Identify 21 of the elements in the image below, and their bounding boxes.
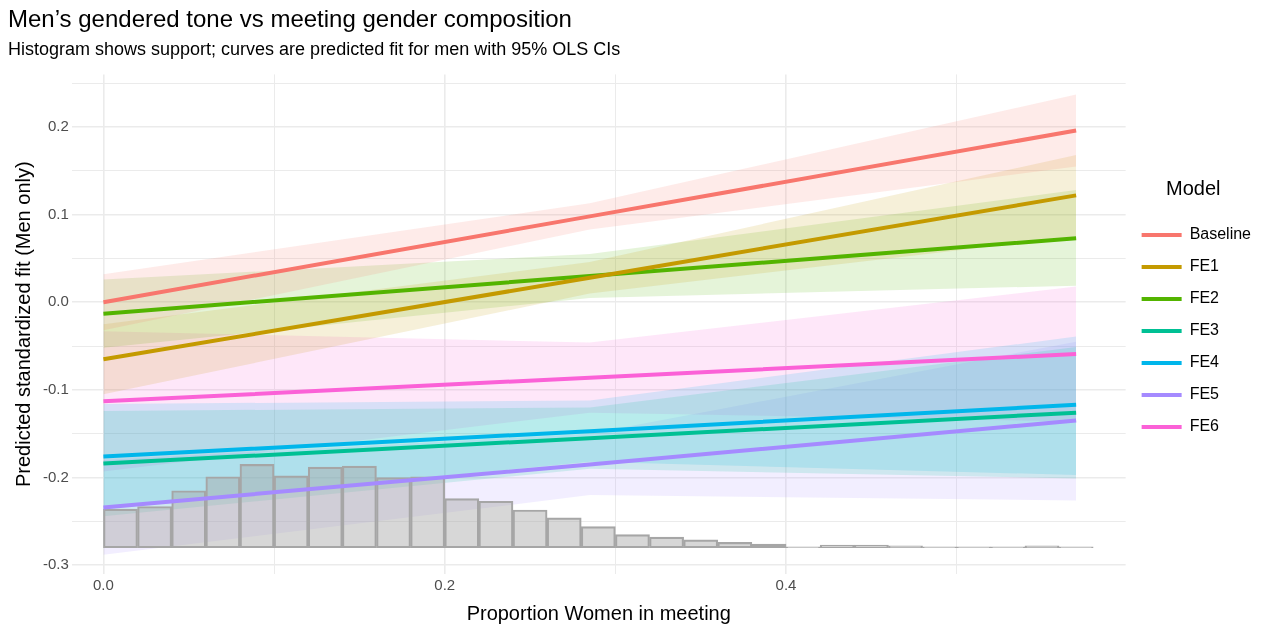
y-tick-label: -0.1 [42,380,69,398]
x-tick-label: 0.0 [92,576,114,594]
legend-title: Model [1166,176,1221,199]
chart-title: Men’s gendered tone vs meeting gender composition [8,5,572,33]
x-tick-label: 0.2 [434,576,456,594]
y-tick-label: 0.0 [47,292,69,310]
legend-label: FE1 [1189,257,1220,275]
y-tick-label: 0.1 [47,204,69,222]
legend-label: FE4 [1189,353,1220,371]
chart-subtitle: Histogram shows support; curves are predicted fit for men with 95% OLS CIs [8,38,621,59]
legend-label: Baseline [1189,225,1252,243]
legend-label: FE2 [1189,289,1220,307]
y-tick-label: 0.2 [47,117,69,135]
y-tick-label: -0.2 [42,467,69,485]
legend-label: FE5 [1189,385,1220,403]
x-tick-label: 0.4 [775,576,797,594]
x-axis-title: Proportion Women in meeting [466,601,731,624]
legend-label: FE6 [1189,417,1220,435]
y-axis-title: Predicted standardized fit (Men only) [11,161,34,488]
y-tick-label: -0.3 [42,555,69,573]
legend-label: FE3 [1189,321,1220,339]
